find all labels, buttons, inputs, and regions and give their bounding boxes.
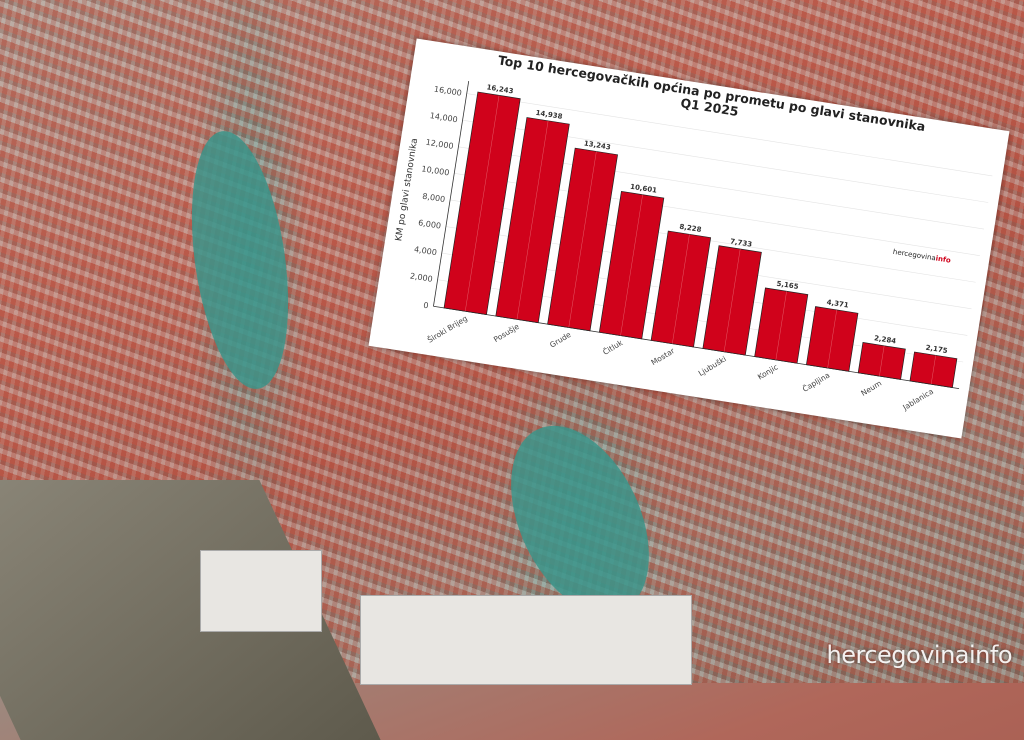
y-axis-label: KM po glavi stanovnika — [394, 138, 420, 242]
bar-gridline — [775, 291, 787, 360]
y-tick-label: 12,000 — [425, 138, 454, 151]
hotel-building — [360, 595, 692, 685]
y-tick-label: 10,000 — [421, 164, 450, 177]
data-label: 5,165 — [776, 280, 799, 291]
building — [200, 550, 322, 632]
x-tick-label: Jablanica — [900, 387, 934, 413]
data-label: 16,243 — [486, 83, 514, 95]
bar-gridline — [568, 151, 597, 328]
x-tick-label: Grude — [548, 330, 573, 350]
bar-gridline — [879, 345, 885, 377]
x-tick-label: Neum — [859, 379, 883, 398]
x-tick-label: Konjic — [756, 362, 780, 381]
chart-card: Top 10 hercegovačkih općina po prometu p… — [368, 38, 1010, 439]
bar-gridline — [620, 194, 643, 336]
x-tick-label: Široki Brijeg — [426, 314, 469, 345]
x-tick-label: Čitluk — [601, 338, 625, 357]
data-label: 2,284 — [874, 334, 897, 345]
data-label: 14,938 — [535, 109, 563, 121]
x-tick-label: Mostar — [650, 346, 677, 367]
data-label: 8,228 — [679, 223, 702, 234]
data-label: 2,175 — [925, 344, 948, 355]
y-tick-label: 16,000 — [433, 85, 462, 98]
y-tick-label: 4,000 — [413, 245, 437, 257]
data-label: 13,243 — [583, 139, 611, 151]
y-tick-label: 0 — [423, 301, 429, 311]
bar-gridline — [930, 355, 936, 385]
y-tick-label: 8,000 — [422, 192, 446, 204]
bar-gridline — [827, 309, 837, 369]
bar-gridline — [516, 120, 549, 320]
y-tick-label: 2,000 — [409, 271, 433, 283]
y-tick-label: 14,000 — [429, 111, 458, 124]
bar-gridline — [465, 95, 500, 312]
data-label: 4,371 — [826, 298, 849, 309]
y-axis — [433, 80, 470, 307]
watermark: hercegovinainfo — [826, 641, 1013, 669]
bar-gridline — [723, 248, 741, 352]
x-tick-label: Čapljina — [801, 371, 832, 394]
x-tick-label: Ljubuški — [697, 354, 728, 378]
gridline — [466, 93, 993, 177]
data-label: 7,733 — [730, 237, 753, 248]
bar-gridline — [672, 234, 690, 344]
data-label: 10,601 — [630, 183, 658, 195]
x-tick-label: Posušje — [492, 322, 521, 344]
bar-chart: 0 2,000 4,000 6,000 8,000 10,000 12,000 14,000 1… — [394, 80, 993, 413]
y-tick-label: 6,000 — [418, 218, 442, 230]
